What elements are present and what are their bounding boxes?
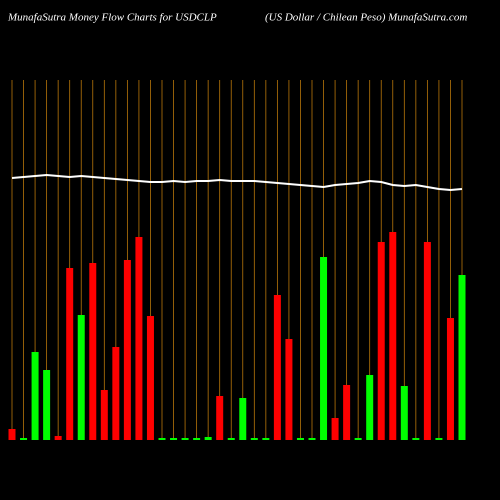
bar: [308, 438, 316, 440]
bar: [66, 268, 74, 440]
bar: [389, 232, 397, 440]
bar: [250, 438, 258, 440]
bar: [262, 438, 270, 440]
bar: [366, 375, 374, 440]
bar: [43, 370, 51, 440]
chart-subtitle: (US Dollar / Chilean Peso) MunafaSutra.c…: [265, 12, 467, 24]
bar: [423, 242, 431, 440]
bar: [193, 438, 201, 440]
bar: [400, 386, 408, 440]
bar: [458, 275, 466, 440]
bar: [123, 260, 131, 440]
bar: [216, 396, 224, 440]
chart-title: MunafaSutra Money Flow Charts for USDCLP: [7, 12, 217, 24]
bar: [100, 390, 108, 440]
bar: [170, 438, 178, 440]
bar: [343, 385, 351, 440]
bar: [435, 438, 443, 440]
bar: [412, 438, 420, 440]
bar: [158, 438, 166, 440]
bar: [20, 438, 28, 440]
bar: [331, 418, 339, 440]
bar: [112, 347, 120, 440]
bar: [135, 237, 143, 440]
bar: [377, 242, 385, 440]
bar: [54, 436, 62, 440]
bar: [239, 398, 247, 440]
bar: [354, 438, 362, 440]
bar: [146, 316, 154, 440]
bar: [8, 429, 16, 440]
bar: [446, 318, 454, 440]
money-flow-line: [11, 173, 463, 192]
bar: [296, 438, 304, 440]
bar: [181, 438, 189, 440]
bar: [204, 437, 212, 440]
bar: [285, 339, 293, 440]
bar: [77, 315, 85, 440]
bar: [31, 352, 39, 440]
bar: [89, 263, 97, 440]
bar: [320, 257, 328, 440]
bar: [227, 438, 235, 440]
bar: [273, 295, 281, 440]
